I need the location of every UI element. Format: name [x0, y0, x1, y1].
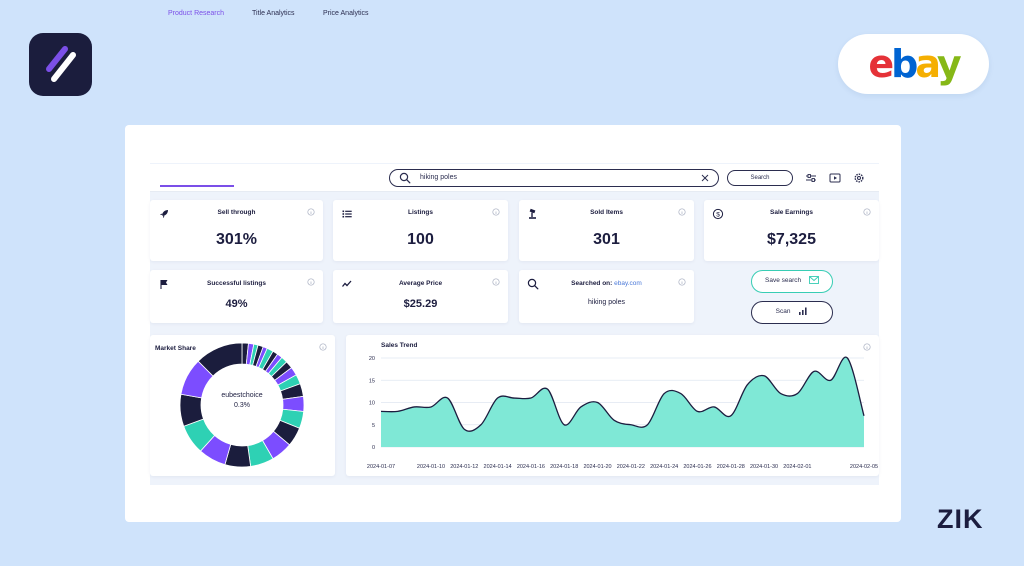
stat-card-sold-items: Sold Items 301	[519, 200, 694, 261]
active-tab-indicator	[160, 185, 234, 187]
rocket-icon	[160, 210, 168, 218]
scan-label: Scan	[775, 308, 791, 315]
donut-center-name: eubestchoice	[221, 392, 263, 399]
market-share-card: Market Share eubestchoice 0.3%	[150, 335, 335, 476]
stat-value: $7,325	[767, 231, 816, 248]
gear-icon[interactable]	[852, 171, 866, 185]
trend-line-icon	[342, 280, 352, 287]
stat-value: 100	[407, 231, 434, 248]
search-icon	[399, 172, 411, 184]
stat-label: Sold Items	[590, 209, 623, 216]
stat-value: $25.29	[403, 298, 438, 310]
searched-on-site-link[interactable]: ebay.com	[614, 280, 642, 287]
stat-card-sale-earnings: $ Sale Earnings $7,325	[704, 200, 879, 261]
y-tick-label: 15	[369, 378, 375, 384]
scan-button[interactable]: Scan	[751, 301, 833, 324]
donut-center-value: 0.3%	[234, 402, 250, 409]
stat-card-listings: Listings 100	[333, 200, 508, 261]
x-tick-label: 2024-01-22	[617, 464, 645, 470]
info-icon[interactable]	[307, 278, 315, 286]
x-tick-label: 2024-01-26	[683, 464, 711, 470]
zik-logo: ZIK	[937, 504, 984, 534]
stat-value: 301%	[216, 231, 257, 248]
x-tick-label: 2024-01-14	[484, 464, 512, 470]
save-search-button[interactable]: Save search	[751, 270, 833, 293]
search-input-value: hiking poles	[420, 174, 457, 181]
tab-title-analytics[interactable]: Title Analytics	[252, 10, 295, 17]
bar-chart-icon	[799, 307, 807, 316]
info-icon[interactable]	[678, 278, 686, 286]
app-logo	[29, 33, 92, 96]
x-tick-label: 2024-01-20	[583, 464, 611, 470]
stat-label: Searched on: ebay.com	[519, 280, 694, 287]
stat-label: Average Price	[398, 280, 443, 287]
stat-label: Sell through	[217, 209, 256, 216]
save-search-label: Save search	[765, 277, 802, 284]
donut-segment	[197, 343, 243, 377]
search-icon	[527, 278, 539, 290]
x-tick-label: 2024-01-16	[517, 464, 545, 470]
sales-area-fill	[381, 357, 864, 447]
tab-product-research[interactable]: Product Research	[168, 10, 225, 17]
stat-value: hiking poles	[588, 299, 625, 306]
sales-trend-chart: 0 5 10 15 20 2024-01-07 2024-01-10 2024-01-12 20…	[367, 356, 878, 470]
play-icon[interactable]	[828, 171, 842, 185]
ebay-logo-badge: ebay	[838, 34, 989, 94]
x-tick-label: 2024-01-07	[367, 464, 395, 470]
info-icon[interactable]	[307, 208, 315, 216]
y-tick-label: 20	[369, 356, 375, 362]
info-icon[interactable]	[319, 343, 327, 351]
info-icon[interactable]	[863, 208, 871, 216]
sliders-icon[interactable]	[804, 171, 818, 185]
stat-label: Listings	[408, 209, 433, 216]
ebay-logo: ebay	[868, 42, 961, 86]
info-icon[interactable]	[492, 278, 500, 286]
list-icon	[342, 210, 352, 218]
stat-card-successful-listings: Successful listings 49%	[150, 270, 323, 323]
svg-text:$: $	[716, 211, 720, 218]
market-share-donut-chart	[180, 343, 304, 467]
gavel-icon	[529, 208, 536, 219]
stat-card-sell-through: Sell through 301%	[150, 200, 323, 261]
sales-trend-title: Sales Trend	[381, 342, 418, 349]
stat-value: 49%	[225, 298, 248, 310]
search-input[interactable]: hiking poles	[389, 169, 719, 187]
stat-card-searched-on: Searched on: ebay.com hiking poles	[519, 270, 694, 323]
x-tick-label: 2024-01-10	[417, 464, 445, 470]
market-share-title: Market Share	[155, 345, 196, 352]
sales-trend-card: Sales Trend 0 5 10 15 20 2024-01-07 2024-01-10…	[346, 335, 879, 476]
x-tick-label: 2024-02-05	[850, 464, 878, 470]
x-tick-label: 2024-01-18	[550, 464, 578, 470]
donut-center-text: eubestchoice 0.3%	[180, 392, 304, 409]
x-tick-label: 2024-01-30	[750, 464, 778, 470]
dollar-coin-icon: $	[712, 208, 724, 220]
y-tick-label: 0	[372, 445, 375, 451]
y-tick-label: 10	[369, 401, 375, 407]
sales-line	[380, 356, 865, 432]
tab-price-analytics[interactable]: Price Analytics	[323, 10, 369, 17]
y-tick-label: 5	[372, 423, 375, 429]
stat-label: Successful listings	[207, 280, 266, 287]
stat-value: 301	[593, 231, 620, 248]
x-tick-label: 2024-01-24	[650, 464, 678, 470]
info-icon[interactable]	[678, 208, 686, 216]
stat-label: Sale Earnings	[770, 209, 813, 216]
x-tick-label: 2024-02-01	[783, 464, 811, 470]
flag-icon	[160, 280, 168, 289]
stat-card-average-price: Average Price $25.29	[333, 270, 508, 323]
info-icon[interactable]	[863, 343, 871, 351]
searched-on-label: Searched on:	[571, 280, 613, 287]
app-logo-icon	[46, 46, 76, 82]
x-tick-label: 2024-01-28	[717, 464, 745, 470]
envelope-icon	[809, 276, 819, 285]
info-icon[interactable]	[492, 208, 500, 216]
clear-icon[interactable]	[698, 171, 712, 185]
x-tick-label: 2024-01-12	[450, 464, 478, 470]
search-button[interactable]: Search	[727, 170, 793, 186]
